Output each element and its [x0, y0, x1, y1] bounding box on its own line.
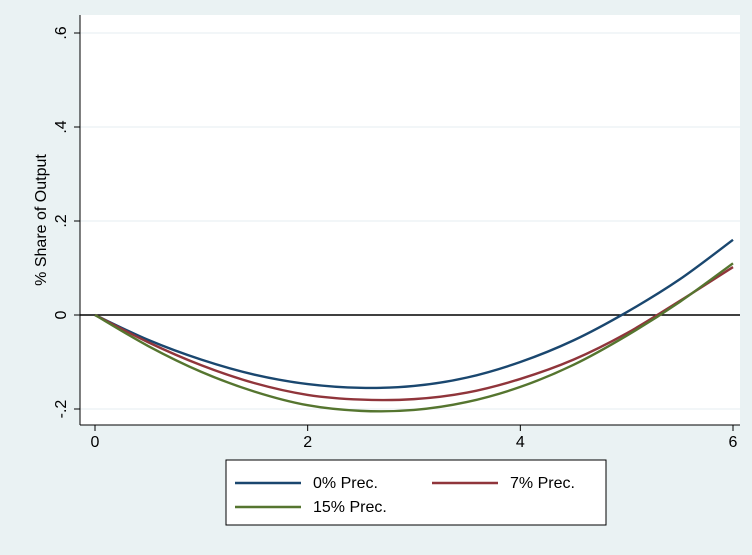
y-tick-label-4: .6: [53, 26, 70, 39]
x-tick-label-0: 0: [91, 434, 100, 451]
plot-area: [80, 15, 740, 425]
x-axis-ticks: 0 2 4 6: [91, 425, 738, 451]
series-lines: [94, 238, 734, 413]
x-tick-label-2: 4: [516, 434, 525, 451]
legend: 0% Prec. 7% Prec. 15% Prec.: [225, 459, 607, 526]
legend-label-2: 15% Prec.: [313, 499, 387, 516]
series-line-1: [94, 266, 734, 402]
axes: [79, 15, 740, 426]
legend-label-0: 0% Prec.: [313, 475, 378, 492]
y-tick-label-0: -.2: [53, 400, 70, 419]
x-tick-label-1: 2: [303, 434, 312, 451]
series-line-0: [94, 238, 734, 390]
y-tick-label-2: .2: [53, 214, 70, 227]
y-axis-label: % Share of Output: [33, 154, 50, 286]
gridlines: [80, 32, 740, 410]
y-tick-label-3: .4: [53, 120, 70, 133]
y-axis-ticks: -.2 0 .2 .4 .6: [53, 26, 80, 418]
legend-label-1: 7% Prec.: [510, 475, 575, 492]
legend-box: [225, 459, 607, 526]
y-tick-label-1: 0: [53, 310, 70, 319]
x-tick-label-3: 6: [729, 434, 738, 451]
series-line-2: [94, 262, 734, 413]
